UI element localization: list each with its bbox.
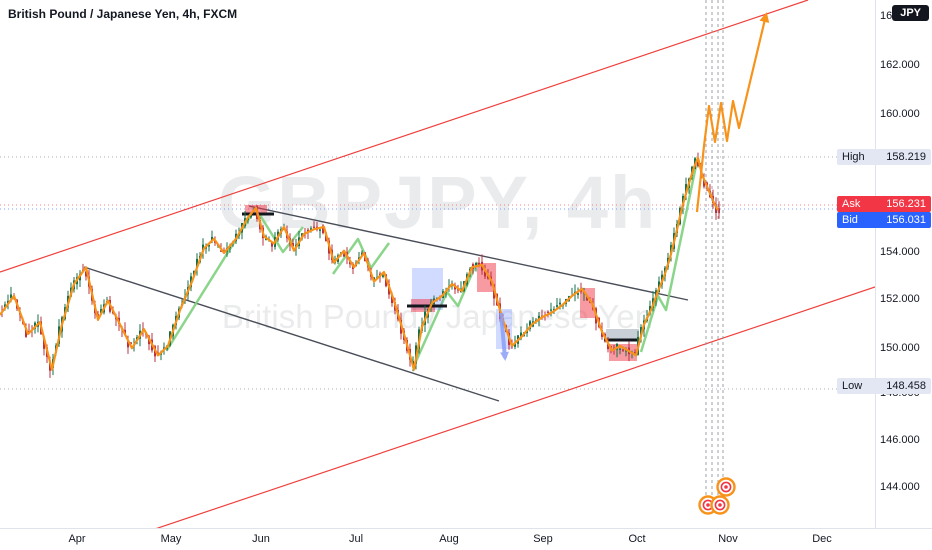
price-axis-label: 150.000 — [880, 342, 920, 354]
projection-arrow — [695, 12, 770, 213]
target-icon — [710, 495, 730, 515]
target-icon — [716, 477, 736, 497]
zigzag-highlight — [256, 211, 304, 254]
down-arrow — [499, 312, 509, 361]
time-axis-label: Apr — [68, 533, 86, 545]
ascending-channel-top — [0, 0, 809, 273]
time-axis-label: Dec — [812, 533, 832, 545]
price-axis-label: 160.000 — [880, 108, 920, 120]
bid-badge-value: 156.031 — [886, 214, 926, 226]
zigzag-highlight — [639, 160, 699, 353]
ask-price-badge: Ask 156.231 — [837, 196, 931, 212]
high-badge-value: 158.219 — [886, 151, 926, 163]
plot-area — [0, 0, 875, 528]
high-price-badge: High 158.219 — [837, 149, 931, 165]
time-axis-label: Jul — [348, 533, 364, 545]
ask-badge-value: 156.231 — [886, 198, 926, 210]
time-axis-label: Nov — [718, 533, 738, 545]
time-axis-label: Aug — [439, 533, 459, 545]
low-badge-label: Low — [842, 380, 863, 392]
price-axis[interactable]: 164.000162.000160.000154.000152.000150.0… — [875, 0, 932, 528]
price-axis-label: 152.000 — [880, 293, 920, 305]
descending-trendline-top — [248, 205, 689, 301]
time-axis-label: May — [160, 533, 182, 545]
low-badge-value: 148.458 — [886, 380, 926, 392]
time-axis-label: Sep — [533, 533, 553, 545]
low-price-badge: Low 148.458 — [837, 378, 931, 394]
price-axis-label: 162.000 — [880, 59, 920, 71]
high-badge-label: High — [842, 151, 865, 163]
order-block-box — [606, 329, 639, 341]
ascending-channel-bottom — [156, 286, 875, 528]
price-axis-label: 146.000 — [880, 434, 920, 446]
descending-trendline-bottom — [83, 266, 500, 402]
ask-badge-label: Ask — [842, 198, 861, 210]
currency-button[interactable]: JPY — [892, 5, 929, 21]
time-axis[interactable]: Apr May Jun Jul Aug Sep Oct Nov Dec — [0, 528, 932, 550]
price-axis-label: 144.000 — [880, 481, 920, 493]
price-axis-label: 154.000 — [880, 246, 920, 258]
bid-price-badge: Bid 156.031 — [837, 212, 931, 228]
time-axis-label: Oct — [628, 533, 646, 545]
symbol-title[interactable]: British Pound / Japanese Yen, 4h, FXCM — [8, 7, 238, 21]
time-axis-label: Jun — [252, 533, 270, 545]
bid-badge-label: Bid — [842, 214, 858, 226]
moving-average-line — [0, 156, 719, 371]
